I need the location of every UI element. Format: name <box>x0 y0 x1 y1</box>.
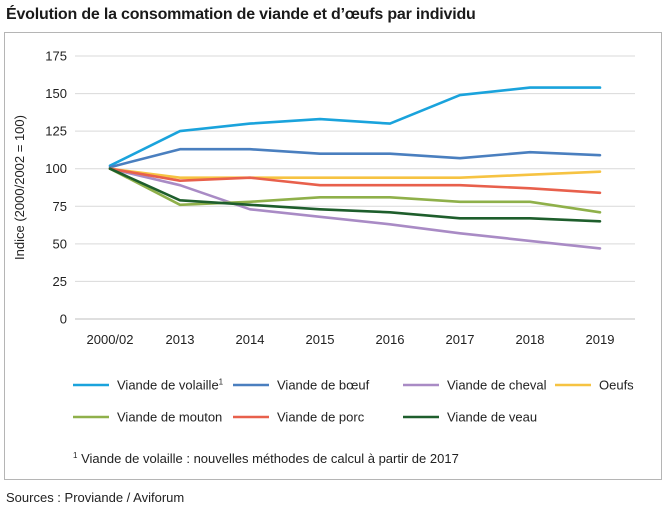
legend-label: Oeufs <box>599 378 634 393</box>
y-tick-label: 75 <box>53 199 67 214</box>
footnote: 1 Viande de volaille : nouvelles méthode… <box>73 451 459 466</box>
page-title: Évolution de la consommation de viande e… <box>6 6 476 23</box>
series-line <box>108 167 602 250</box>
y-tick-label: 100 <box>45 161 67 176</box>
series-line <box>108 167 602 223</box>
y-tick-label: 150 <box>45 86 67 101</box>
y-axis-title: Indice (2000/2002 = 100) <box>12 115 27 260</box>
series-line <box>108 86 602 167</box>
y-tick-label: 25 <box>53 274 67 289</box>
x-tick-label: 2013 <box>166 332 195 347</box>
line-chart: 0 25 50 75 100 125 150 175 2000/02 2013 2014 2015 20… <box>12 49 635 466</box>
y-tick-label: 125 <box>45 124 67 139</box>
y-tick-label: 0 <box>60 312 67 327</box>
legend-label: Viande de cheval <box>447 378 547 393</box>
legend-label: Viande de mouton <box>117 410 222 425</box>
x-tick-label: 2017 <box>446 332 475 347</box>
legend-label: Viande de veau <box>447 410 537 425</box>
chart-frame: 0 25 50 75 100 125 150 175 2000/02 2013 2014 2015 20… <box>4 32 662 480</box>
source-note: Sources : Proviande / Aviforum <box>6 490 185 505</box>
legend-label: Viande de porc <box>277 410 365 425</box>
series-line <box>108 147 602 169</box>
x-tick-label: 2015 <box>306 332 335 347</box>
x-tick-label: 2016 <box>376 332 405 347</box>
legend-label: Viande de bœuf <box>277 378 370 393</box>
y-tick-label: 50 <box>53 236 67 251</box>
x-tick-label: 2018 <box>516 332 545 347</box>
x-tick-label: 2000/02 <box>87 332 134 347</box>
series-line <box>108 167 602 214</box>
series-line <box>108 167 602 195</box>
x-tick-label: 2014 <box>236 332 265 347</box>
legend-label: Viande de volaille1 <box>117 378 224 393</box>
y-tick-label: 175 <box>45 49 67 64</box>
series-line <box>108 167 602 179</box>
x-tick-label: 2019 <box>586 332 615 347</box>
